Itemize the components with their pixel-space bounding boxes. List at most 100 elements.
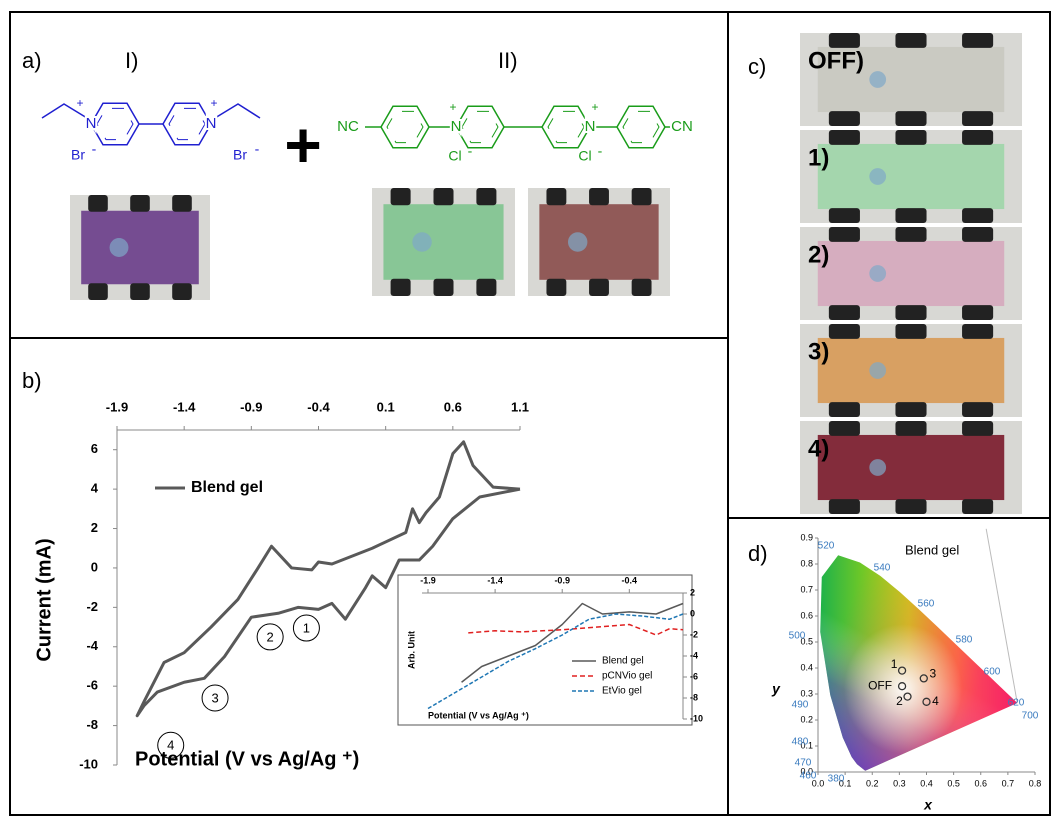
gel-film: [817, 240, 1005, 307]
clip: [828, 499, 860, 514]
clip: [828, 402, 860, 417]
wavelength-label: 500: [789, 631, 806, 642]
clip: [895, 324, 927, 339]
clip: [828, 324, 860, 339]
clip: [962, 33, 994, 48]
atom-label: +: [591, 100, 598, 114]
clip: [476, 188, 497, 206]
clip: [895, 421, 927, 436]
clip: [88, 195, 108, 212]
y-tick-label: -6: [690, 671, 698, 681]
chromaticity-point: [897, 682, 907, 691]
y-tick-label: 0.3: [800, 688, 813, 698]
y-tick-label: 0.8: [800, 558, 813, 568]
y-tick-label: -4: [690, 650, 698, 660]
x-tick-label: -1.4: [173, 399, 196, 414]
wavelength-label: 560: [918, 599, 935, 610]
legend-label: Blend gel: [191, 479, 263, 496]
state-label: 3): [808, 338, 829, 365]
clip: [130, 195, 150, 212]
data-line: [427, 613, 684, 710]
inset-box: [397, 574, 693, 726]
logo: [869, 362, 887, 379]
annotation-circle: [256, 623, 284, 651]
atom-label: Cl: [448, 148, 461, 164]
clip: [546, 188, 567, 206]
y-tick-label: 0.2: [800, 714, 813, 724]
logo: [109, 238, 129, 257]
x-axis-label: Potential (V vs Ag/Ag ⁺): [428, 710, 529, 720]
x-tick-label: 0.1: [377, 399, 395, 414]
panel-letter: b): [22, 368, 42, 393]
ring: [455, 105, 505, 149]
logo: [412, 232, 432, 252]
y-tick-label: 0.6: [800, 610, 813, 620]
y-tick-label: 0.1: [800, 740, 813, 750]
gel-film: [817, 434, 1005, 501]
annotation-circle: [157, 731, 185, 759]
y-tick-label: 0.0: [800, 766, 813, 776]
y-tick-label: -8: [86, 717, 98, 732]
clip: [962, 130, 994, 145]
molecule-label: II): [498, 48, 518, 73]
clip: [172, 283, 192, 300]
y-tick-label: 0.7: [800, 584, 813, 594]
clip: [828, 305, 860, 320]
y-tick-label: 0: [690, 608, 695, 618]
plus-sign: +: [284, 109, 321, 181]
wavelength-label: 470: [795, 758, 812, 769]
annotation-label: 1: [303, 620, 310, 635]
x-tick-label: 0.8: [1029, 778, 1042, 788]
y-tick-label: -2: [690, 629, 698, 639]
clip: [390, 188, 411, 206]
clip: [390, 278, 411, 296]
clip: [962, 111, 994, 126]
frame: [9, 11, 1051, 816]
atom-label: N: [206, 115, 217, 132]
gel-film: [817, 46, 1005, 113]
chromaticity-point: [897, 666, 907, 675]
clip: [546, 278, 567, 296]
annotation-circle: [201, 684, 229, 712]
clip: [895, 111, 927, 126]
y-tick-label: 4: [91, 481, 99, 496]
gel-film: [817, 143, 1005, 210]
data-line: [468, 623, 684, 636]
gel-film: [81, 210, 199, 285]
x-tick-label: -1.4: [487, 575, 503, 585]
atom-label: N: [86, 115, 97, 132]
gel-film: [383, 204, 504, 280]
clip: [895, 130, 927, 145]
ring-inner: [386, 110, 424, 144]
state-label: 2): [808, 241, 829, 268]
atom-label: +: [449, 100, 456, 114]
x-tick-label: -0.4: [307, 399, 330, 414]
atom-label: -: [468, 143, 473, 159]
y-tick-label: 2: [91, 520, 98, 535]
state-label: OFF): [808, 47, 864, 74]
logo: [869, 265, 887, 282]
clip: [962, 227, 994, 242]
clip: [895, 33, 927, 48]
clip: [895, 305, 927, 320]
y-tick-label: -2: [86, 599, 98, 614]
x-tick-label: 0.6: [444, 399, 462, 414]
atom-label: +: [210, 96, 217, 110]
y-tick-label: 2: [690, 587, 695, 597]
ring-inner: [622, 110, 660, 144]
annotation-label: 3: [211, 690, 218, 705]
x-tick-label: 0.3: [893, 778, 906, 788]
panel-letter: d): [748, 541, 768, 566]
panel-letter: a): [22, 48, 42, 73]
legend-label: EtVio gel: [602, 686, 642, 697]
logo: [869, 459, 887, 476]
x-tick-label: -0.9: [240, 399, 262, 414]
y-tick-label: -10: [79, 756, 98, 771]
clip: [631, 188, 652, 206]
gel-film: [817, 337, 1005, 404]
x-tick-label: 0.1: [839, 778, 852, 788]
chromaticity-point: [922, 697, 931, 706]
x-tick-label: 0.6: [974, 778, 987, 788]
wavelength-label: 620: [1008, 698, 1025, 709]
